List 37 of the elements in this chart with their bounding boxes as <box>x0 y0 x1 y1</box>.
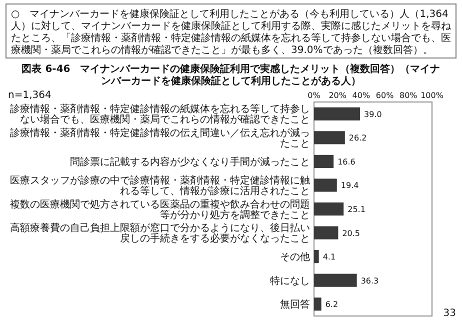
x-tick-label: 60% <box>376 91 394 100</box>
x-tick-label: 20% <box>328 91 347 100</box>
y-tick-label: 複数の医療機関で処方されている医薬品の重複や飲み合わせの問題等が分かり処方を調整できたこと <box>10 198 310 221</box>
bar <box>314 131 345 144</box>
y-tick-label: その他 <box>280 251 310 264</box>
x-tick-label: 0% <box>308 91 321 100</box>
bar <box>314 107 360 120</box>
y-tick-label: 特になし <box>270 274 310 287</box>
data-label: 6.2 <box>325 300 338 310</box>
y-tick-label: 高額療養費の自己負担上限額が窓口で分かるようになり、後日払い戻しの手続きをする必要がなくなったこと <box>10 222 310 245</box>
bar <box>314 298 322 311</box>
y-tick-label: 医療スタッフが診療の中で診療情報・薬剤情報・特定健診情報に触れる等して、情報が診療に活用されたこと <box>10 174 310 197</box>
bar <box>314 274 357 287</box>
bar <box>314 250 319 264</box>
y-tick-label: 診療情報・薬剤情報・特定健診情報の伝え間違い／伝え忘れが減ったこと <box>10 126 310 150</box>
text: 図表 6-46 マイナンバーカードの健康保険証利用で実感したメリット（複数回答）（マイナンバーカードを健康保険証として利用したことがある人） <box>22 63 440 87</box>
x-tick-label: 100% <box>420 91 444 100</box>
y-tick-label: 問診票に記載する内容が少なくなり手間が減ったこと <box>70 156 310 168</box>
data-label: 20.5 <box>342 228 360 238</box>
y-tick-label: 診療情報・薬剤情報・特定健診情報の紙媒体を忘れる等して持参しない場合でも、医療機関・薬局でこれらの情報が確認できたこと <box>10 103 310 126</box>
data-label: 25.1 <box>348 205 366 214</box>
text: 33 <box>443 308 456 319</box>
bar <box>314 226 338 240</box>
data-label: 26.2 <box>348 134 367 143</box>
text: n=1,364 <box>8 90 52 101</box>
bar <box>314 178 337 192</box>
x-tick-label: 80% <box>400 91 418 100</box>
data-label: 36.3 <box>360 276 379 286</box>
data-label: 4.1 <box>322 252 336 262</box>
bar <box>314 154 334 168</box>
data-label: 16.6 <box>338 157 356 166</box>
note-box: ○ マイナンバーカードを健康保険証として利用したことがある（今も利用している）人（1,364人）に対して、マイナンバーカードを健康保険証として利用する際、実際に感じたメリットを尋ねたところ、「診療情報・薬剤情報・特定健診情報の紙媒体を忘れる等して持参しない場合でも、医療機関・薬局でこれらの情報が確認できたこと」が最も多く、39.0%であった（複数回答）。 <box>6 4 456 58</box>
data-label: 19.4 <box>340 181 359 190</box>
x-tick-label: 40% <box>352 91 370 100</box>
data-label: 39.0 <box>364 110 382 119</box>
bar <box>314 202 344 216</box>
y-tick-label: 無回答 <box>280 298 310 311</box>
